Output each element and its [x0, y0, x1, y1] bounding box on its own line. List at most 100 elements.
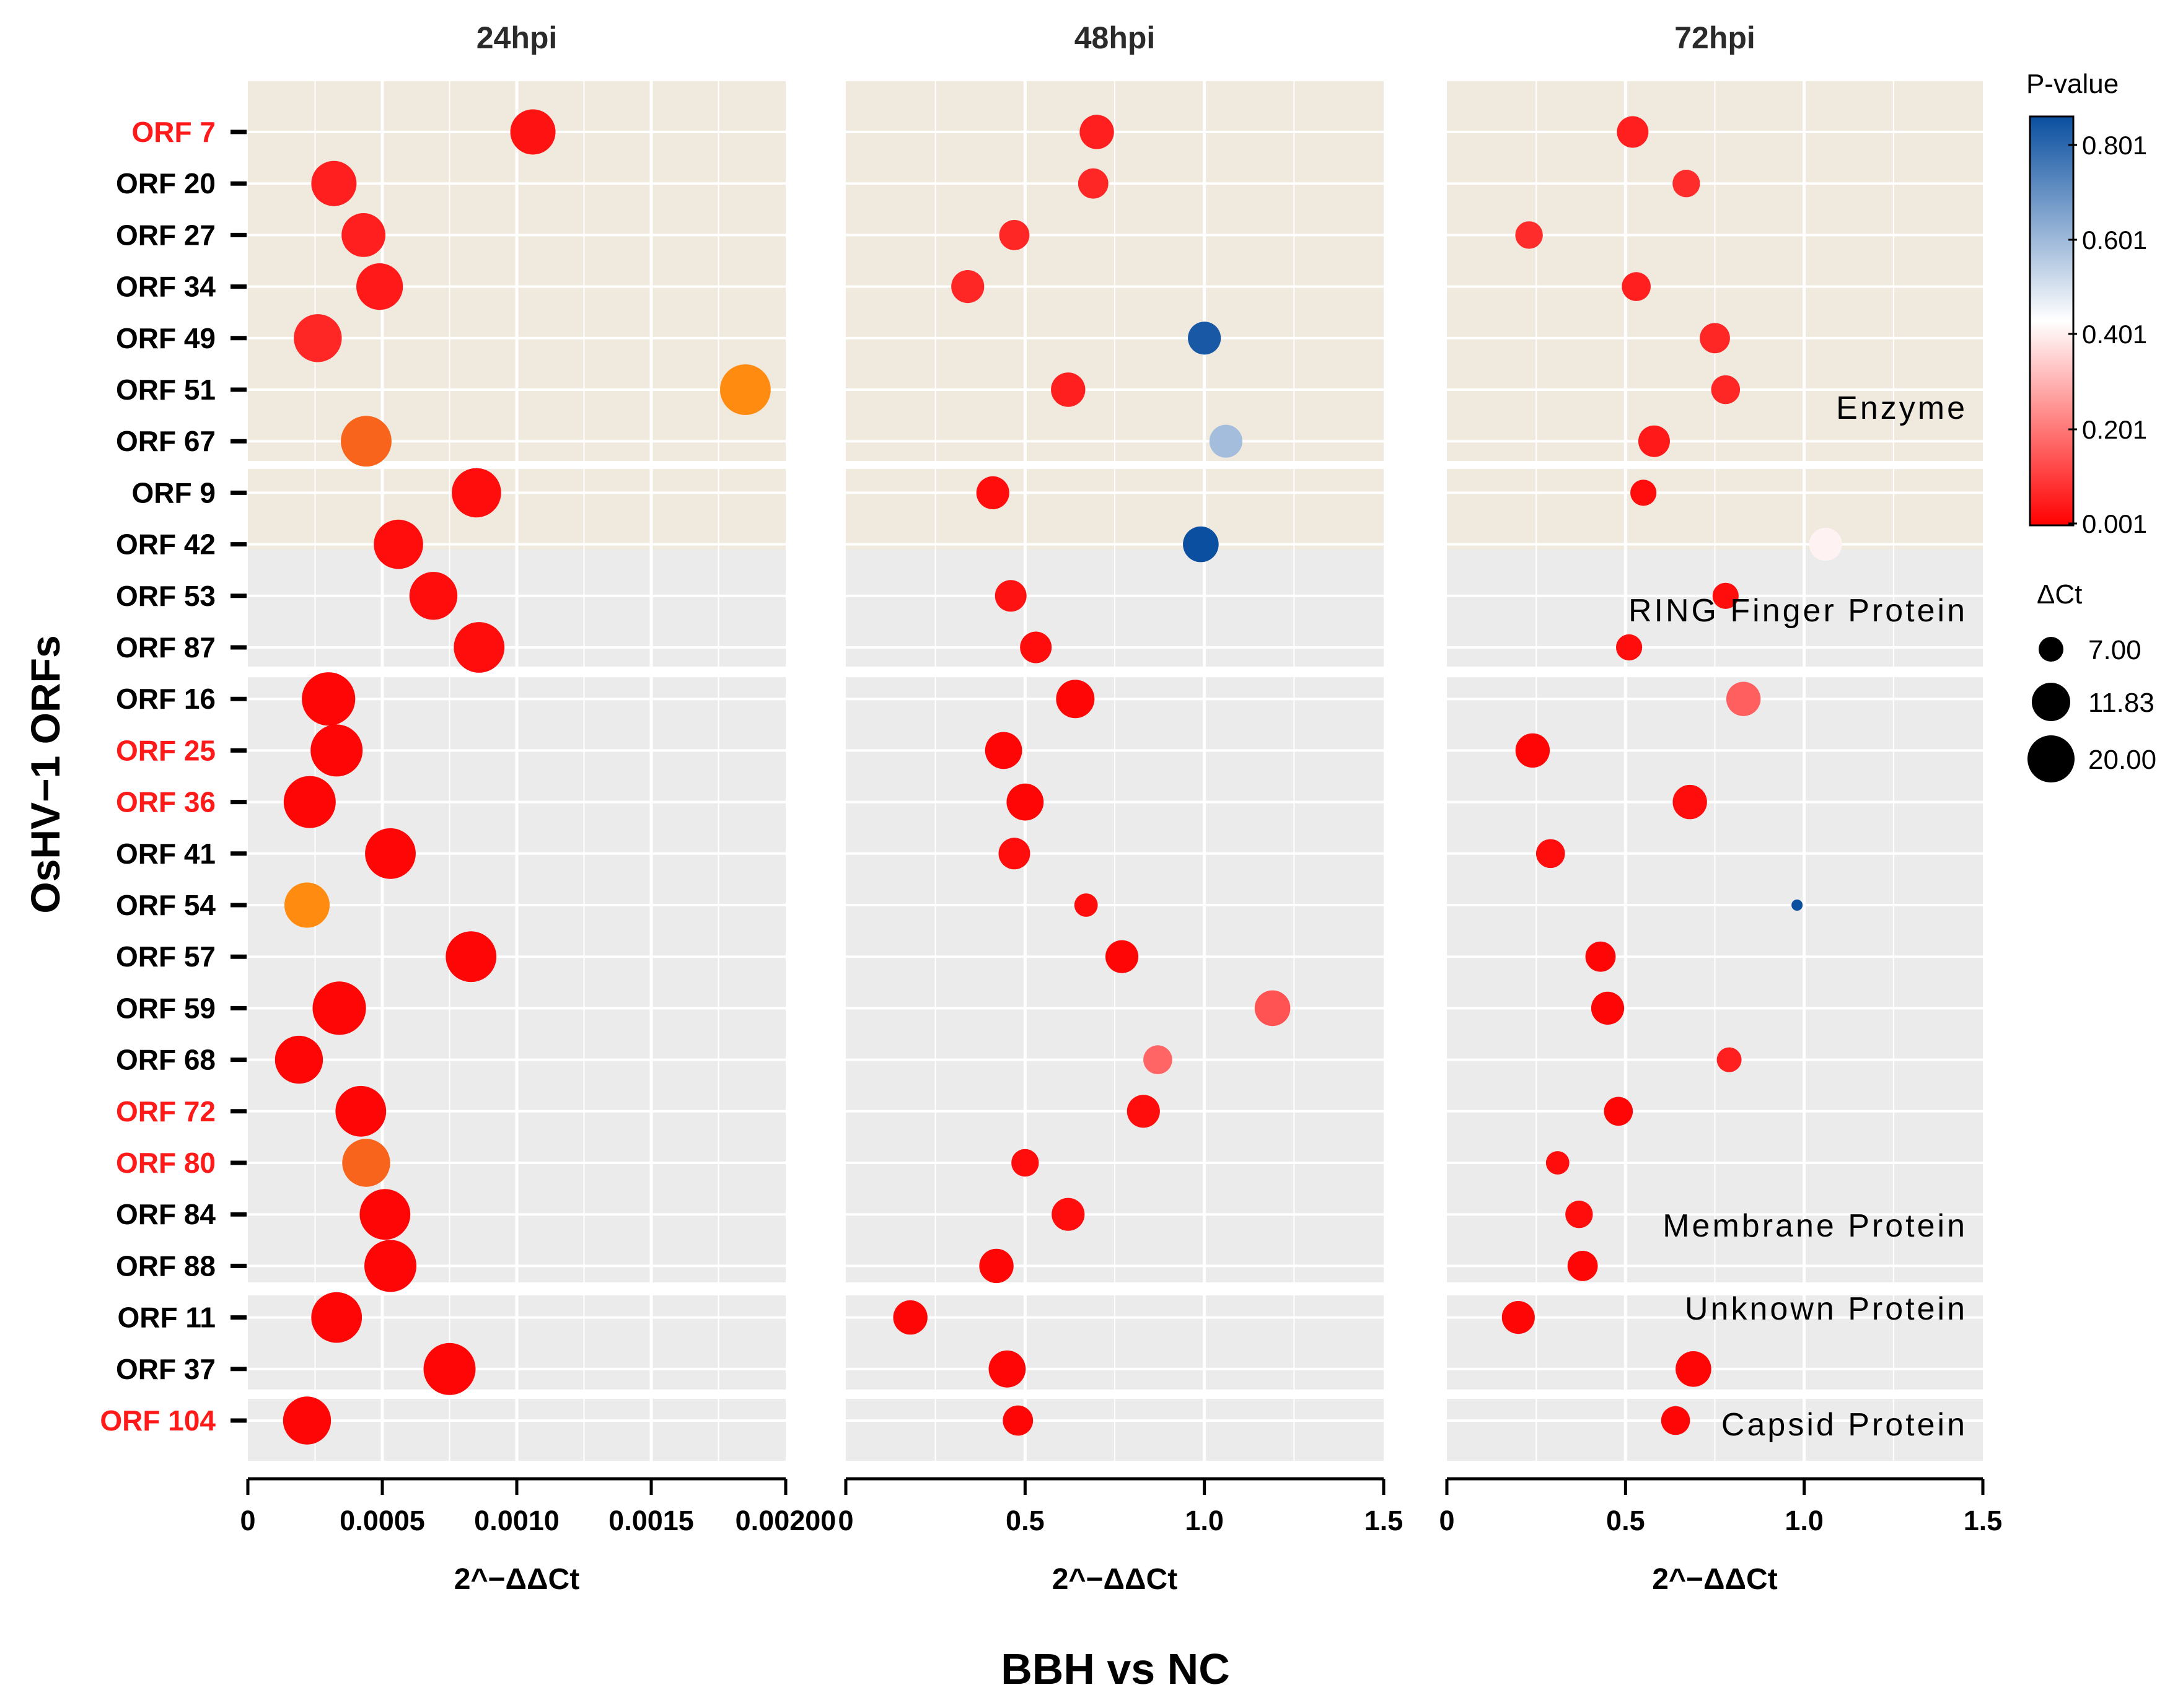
- point-24hpi-orf27: [341, 213, 386, 257]
- y-tick-label: ORF 37: [116, 1353, 216, 1385]
- point-48hpi-orf51: [1051, 372, 1086, 407]
- y-tick-label: ORF 16: [116, 683, 216, 715]
- legend-size-dot: [2027, 735, 2075, 782]
- point-24hpi-orf84: [359, 1189, 411, 1240]
- y-tick-label: ORF 41: [116, 838, 216, 870]
- point-72hpi-orf104: [1661, 1406, 1690, 1435]
- point-24hpi-orf25: [310, 724, 363, 777]
- point-72hpi-orf59: [1591, 991, 1625, 1025]
- x-tick-label: 0.5: [1606, 1505, 1645, 1536]
- y-tick-label: ORF 27: [116, 219, 216, 251]
- colorbar-tick-label: 0.401: [2082, 320, 2147, 349]
- y-tick-label: ORF 87: [116, 631, 216, 663]
- point-48hpi-orf72: [1127, 1095, 1160, 1128]
- x-tick-label: 1.5: [1364, 1505, 1403, 1536]
- point-24hpi-orf68: [275, 1035, 323, 1084]
- point-72hpi-orf80: [1545, 1151, 1570, 1175]
- x-tick-label: 0.00200: [736, 1505, 837, 1536]
- point-48hpi-orf34: [951, 270, 985, 304]
- point-48hpi-orf88: [979, 1248, 1014, 1284]
- legend-colorbar: [2029, 115, 2075, 527]
- point-48hpi-orf54: [1074, 893, 1098, 917]
- point-24hpi-orf104: [283, 1396, 332, 1445]
- y-tick-label: ORF 68: [116, 1044, 216, 1076]
- point-72hpi-orf49: [1700, 323, 1730, 354]
- point-48hpi-orf80: [1011, 1149, 1039, 1177]
- point-48hpi-orf59: [1254, 990, 1291, 1027]
- point-24hpi-orf51: [720, 364, 771, 415]
- point-24hpi-orf80: [342, 1139, 390, 1187]
- y-tick-label: ORF 25: [116, 734, 216, 766]
- point-72hpi-orf7: [1617, 116, 1649, 148]
- y-tick-label: ORF 88: [116, 1250, 216, 1282]
- point-24hpi-orf54: [284, 882, 330, 928]
- point-72hpi-orf88: [1567, 1251, 1598, 1281]
- point-48hpi-orf11: [893, 1300, 928, 1335]
- point-72hpi-orf57: [1585, 941, 1616, 972]
- point-24hpi-orf37: [423, 1342, 476, 1395]
- y-tick-label: ORF 80: [116, 1147, 216, 1179]
- legend-size-label: 11.83: [2088, 688, 2154, 718]
- panel-title: 72hpi: [1674, 20, 1755, 55]
- colorbar-tick-label: 0.001: [2082, 509, 2147, 538]
- legend-size-label: 20.00: [2088, 745, 2156, 775]
- legend-size-dot: [2032, 683, 2070, 721]
- y-tick-label: ORF 67: [116, 425, 216, 457]
- colorbar-tick-label: 0.801: [2082, 131, 2147, 160]
- point-48hpi-orf53: [995, 580, 1027, 612]
- x-axis-label: 2^−ΔΔCt: [454, 1563, 579, 1596]
- x-tick-label: 0.0005: [340, 1505, 425, 1536]
- group-label: RING Finger Protein: [1628, 593, 1967, 629]
- legend-size-dot: [2039, 637, 2063, 662]
- x-tick-label: 0: [838, 1505, 853, 1536]
- point-48hpi-orf104: [1003, 1405, 1034, 1436]
- point-72hpi-orf34: [1622, 272, 1651, 301]
- point-48hpi-orf68: [1143, 1045, 1172, 1074]
- point-72hpi-orf27: [1515, 221, 1543, 249]
- x-tick-label: 1.0: [1185, 1505, 1224, 1536]
- point-24hpi-orf41: [365, 828, 416, 879]
- y-tick-label: ORF 57: [116, 940, 216, 973]
- point-48hpi-orf84: [1052, 1198, 1085, 1231]
- point-72hpi-orf42: [1809, 528, 1842, 561]
- point-72hpi-orf20: [1672, 170, 1700, 198]
- point-48hpi-orf87: [1020, 631, 1052, 663]
- y-tick-label: ORF 54: [116, 889, 216, 921]
- group-label: Capsid Protein: [1721, 1407, 1967, 1443]
- point-72hpi-orf25: [1515, 733, 1550, 768]
- y-tick-label: ORF 11: [117, 1302, 216, 1334]
- point-24hpi-orf11: [311, 1292, 362, 1343]
- point-72hpi-orf16: [1726, 681, 1761, 716]
- colorbar-tick-label: 0.601: [2082, 226, 2147, 255]
- legend-size-label: 7.00: [2088, 635, 2141, 665]
- point-72hpi-orf37: [1676, 1351, 1711, 1387]
- point-48hpi-orf25: [985, 732, 1022, 769]
- point-24hpi-orf87: [454, 622, 505, 673]
- y-tick-label: ORF 51: [116, 374, 216, 406]
- y-tick-label: ORF 34: [116, 271, 216, 303]
- point-24hpi-orf36: [283, 776, 336, 828]
- point-48hpi-orf36: [1006, 783, 1044, 821]
- point-48hpi-orf7: [1079, 115, 1114, 149]
- point-24hpi-orf49: [294, 314, 342, 362]
- point-24hpi-orf16: [302, 672, 356, 726]
- x-axis-label: 2^−ΔΔCt: [1052, 1563, 1177, 1596]
- legend-size-title: ΔCt: [2037, 579, 2082, 610]
- group-label: Membrane Protein: [1663, 1208, 1967, 1244]
- point-48hpi-orf9: [976, 476, 1009, 510]
- x-tick-label: 0: [1439, 1505, 1454, 1536]
- panel-title: 24hpi: [477, 20, 558, 55]
- point-72hpi-orf41: [1535, 839, 1565, 869]
- y-tick-label: ORF 104: [100, 1404, 216, 1437]
- point-24hpi-orf72: [335, 1085, 387, 1137]
- x-tick-label: 0.0015: [608, 1505, 694, 1536]
- point-24hpi-orf88: [364, 1240, 417, 1292]
- y-axis-title: OsHV−1 ORFs: [22, 635, 68, 913]
- point-24hpi-orf34: [356, 263, 403, 310]
- point-72hpi-orf53: [1712, 582, 1739, 609]
- point-72hpi-orf87: [1616, 634, 1643, 661]
- point-48hpi-orf41: [998, 838, 1030, 870]
- legend-color-title: P-value: [2026, 69, 2119, 99]
- point-24hpi-orf59: [312, 981, 366, 1035]
